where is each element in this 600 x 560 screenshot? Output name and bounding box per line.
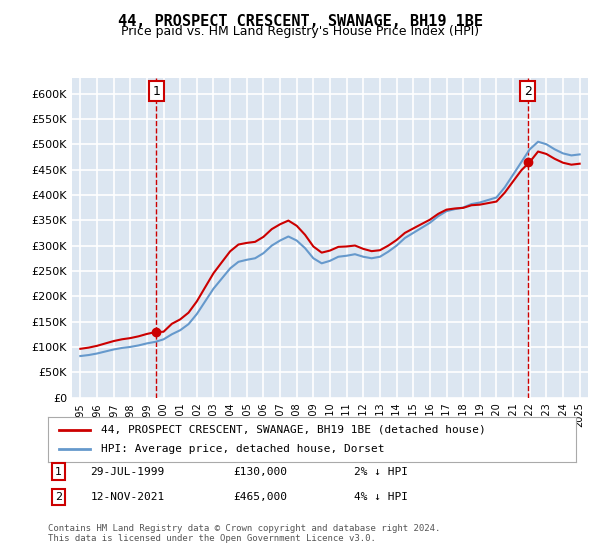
Text: 1: 1 [55,467,62,477]
Text: 29-JUL-1999: 29-JUL-1999 [90,467,164,477]
Text: Contains HM Land Registry data © Crown copyright and database right 2024.
This d: Contains HM Land Registry data © Crown c… [48,524,440,543]
Text: 4% ↓ HPI: 4% ↓ HPI [354,492,408,502]
Text: £465,000: £465,000 [233,492,287,502]
Text: 12-NOV-2021: 12-NOV-2021 [90,492,164,502]
Text: Price paid vs. HM Land Registry's House Price Index (HPI): Price paid vs. HM Land Registry's House … [121,25,479,38]
Text: HPI: Average price, detached house, Dorset: HPI: Average price, detached house, Dors… [101,445,385,455]
Text: 2% ↓ HPI: 2% ↓ HPI [354,467,408,477]
Text: 1: 1 [152,85,160,97]
Text: 44, PROSPECT CRESCENT, SWANAGE, BH19 1BE: 44, PROSPECT CRESCENT, SWANAGE, BH19 1BE [118,14,482,29]
Text: 2: 2 [524,85,532,97]
Text: 44, PROSPECT CRESCENT, SWANAGE, BH19 1BE (detached house): 44, PROSPECT CRESCENT, SWANAGE, BH19 1BE… [101,424,485,435]
Text: 2: 2 [55,492,62,502]
Text: £130,000: £130,000 [233,467,287,477]
